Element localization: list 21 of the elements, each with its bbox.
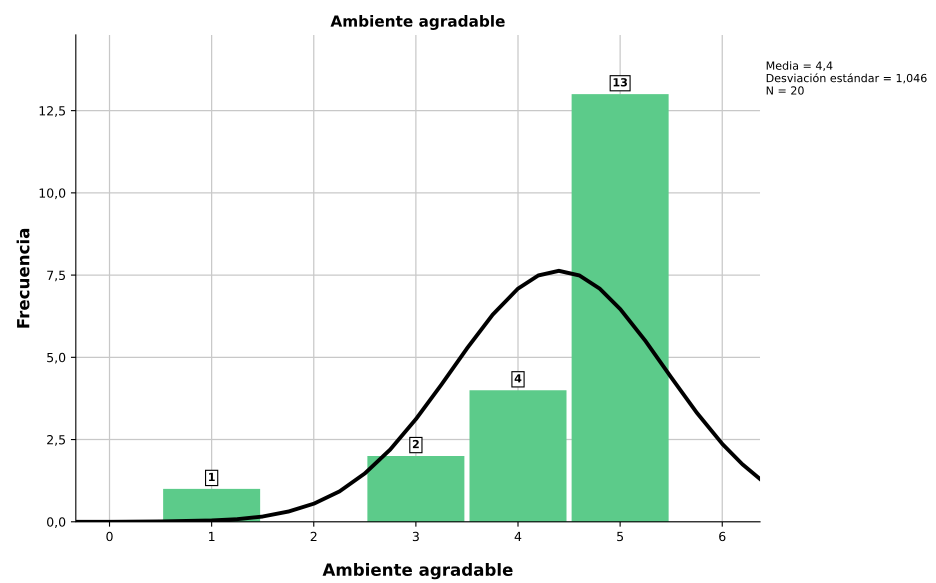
y-axis-title: Frecuencia bbox=[16, 228, 30, 328]
x-axis-title: Ambiente agradable bbox=[322, 563, 513, 580]
y-tick-label: 7,5 bbox=[47, 270, 65, 282]
y-tick-label: 2,5 bbox=[47, 435, 65, 446]
x-tick-label: 1 bbox=[209, 532, 214, 542]
y-tick-label: 0,0 bbox=[47, 517, 66, 528]
y-tick-label: 10,0 bbox=[40, 188, 66, 200]
x-tick-label: 5 bbox=[617, 532, 624, 542]
data-label: 4 bbox=[514, 374, 522, 382]
y-tick-label: 12,5 bbox=[40, 106, 65, 117]
x-tick-label: 2 bbox=[310, 532, 316, 542]
data-label: 2 bbox=[412, 440, 419, 448]
x-tick-label: 4 bbox=[514, 532, 522, 542]
text: Media = 4,4 Desviación estándar = 1,046 N = 20 bbox=[766, 61, 927, 95]
x-tick-label: 6 bbox=[719, 532, 726, 542]
chart-title: Ambiente agradable bbox=[330, 15, 505, 30]
data-label: 13 bbox=[614, 78, 627, 86]
data-label: 1 bbox=[209, 472, 215, 482]
y-tick-label: 5,0 bbox=[47, 352, 66, 364]
x-tick-label: 0 bbox=[106, 532, 113, 542]
x-tick-label: 3 bbox=[412, 532, 419, 542]
